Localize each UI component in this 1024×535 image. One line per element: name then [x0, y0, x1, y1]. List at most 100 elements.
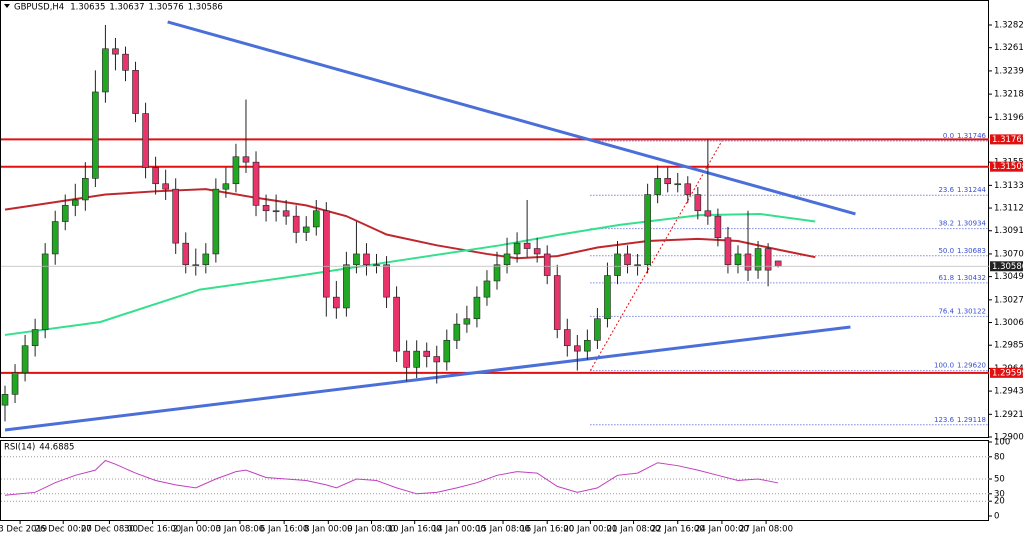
rsi-line — [4, 459, 779, 496]
candle-body — [122, 53, 129, 71]
y-tick-label: 1.30915 — [994, 226, 1024, 236]
price-pane — [0, 0, 989, 438]
candle-body — [533, 248, 541, 255]
fib-ratio: 61.8 — [938, 274, 954, 282]
candle-body — [292, 215, 300, 233]
candle-body — [744, 253, 752, 271]
candle-body — [774, 260, 782, 267]
rsi-tick-label: 20 — [994, 497, 1005, 507]
y-tick-label: 1.32180 — [994, 90, 1024, 100]
trendline — [167, 20, 856, 216]
candle-body — [252, 161, 260, 206]
candle-body — [51, 221, 59, 255]
candle-body — [373, 264, 380, 267]
candle-body — [674, 183, 682, 186]
level-label: 1.31508 — [992, 162, 1024, 172]
y-tick-label: 1.31965 — [994, 113, 1024, 123]
current-price-label: 1.30586 — [992, 262, 1024, 272]
candle-body — [724, 237, 732, 266]
candle-body — [282, 210, 290, 217]
level-label-box — [990, 367, 1023, 378]
header-text: 1.30586 — [188, 3, 223, 13]
fib-connector — [589, 140, 723, 371]
fib-ratio: 123.6 — [934, 416, 955, 424]
candle-body — [323, 210, 330, 298]
candle-body — [624, 253, 631, 266]
fib-ratio: 38.2 — [938, 220, 954, 228]
candle-body — [543, 253, 551, 276]
candle-body — [142, 113, 149, 168]
candle-body — [714, 215, 722, 239]
header-text: 1.30637 — [109, 3, 144, 13]
candle-body — [172, 188, 179, 244]
fib-ratio: 100.0 — [934, 362, 954, 370]
y-tick-label: 1.32610 — [994, 43, 1024, 53]
candle-body — [31, 329, 39, 347]
x-tick-label: 21 Jan 08:00 — [607, 525, 661, 535]
x-tick-label: 30 Dec 16:00 — [124, 525, 181, 535]
candle-body — [393, 296, 400, 352]
y-tick-label: 1.32820 — [994, 21, 1024, 31]
candle-body — [232, 156, 240, 185]
candle-body — [754, 248, 762, 271]
rsi-tick-label: 100 — [994, 438, 1010, 448]
candle-body — [614, 253, 621, 276]
candle-body — [403, 350, 410, 368]
candle-body — [483, 280, 491, 298]
y-tick-label: 1.29005 — [994, 433, 1024, 443]
level-label: 1.31761 — [992, 135, 1024, 145]
candle-body — [654, 178, 661, 195]
header-text: 1.30635 — [70, 3, 105, 13]
candle-body — [212, 188, 220, 255]
x-tick-label: 14 Jan 00:00 — [432, 525, 486, 535]
candle-body — [353, 253, 360, 266]
x-tick-label: 16 Jan 16:00 — [520, 525, 574, 535]
header-text: 1.30576 — [149, 3, 184, 13]
candle-body — [182, 242, 190, 266]
candle-body — [262, 205, 270, 212]
x-tick-label: 3 Jan 08:00 — [216, 525, 264, 535]
candle-body — [553, 275, 561, 330]
x-tick-label: 26 Dec 00:00 — [35, 525, 92, 535]
candle-body — [443, 340, 451, 363]
candle-body — [734, 253, 742, 266]
fib-ratio: 23.6 — [938, 186, 954, 194]
fib-price: 1.30432 — [957, 274, 986, 282]
y-tick-label: 1.30700 — [994, 249, 1024, 259]
trendline — [4, 325, 851, 432]
header-icon — [4, 4, 10, 8]
fib-price: 1.29620 — [957, 362, 986, 370]
candle-body — [11, 372, 19, 395]
y-tick-label: 1.29215 — [994, 410, 1024, 420]
candle-body — [423, 350, 431, 357]
candle-body — [493, 264, 501, 282]
rsi-value: 44.6885 — [39, 443, 74, 453]
y-tick-label: 1.32395 — [994, 66, 1024, 76]
candle-body — [302, 226, 310, 233]
fib-price: 1.30934 — [957, 220, 986, 228]
candle-body — [704, 210, 712, 217]
candle-body — [272, 210, 280, 213]
rsi-tick-label: 80 — [994, 452, 1005, 462]
rsi-pane — [0, 440, 989, 521]
candle-body — [1, 394, 9, 406]
x-tick-label: 22 Jan 16:00 — [651, 525, 705, 535]
candle-body — [162, 183, 169, 190]
candle-body — [61, 205, 69, 222]
candle-body — [82, 178, 89, 201]
fib-ratio: 50.0 — [938, 247, 954, 255]
candle-body — [363, 253, 370, 266]
fib-price: 1.29118 — [957, 416, 986, 424]
candle-body — [594, 318, 601, 341]
x-tick-label: 8 Jan 00:00 — [304, 525, 352, 535]
candle-body — [152, 167, 159, 185]
candle-body — [71, 199, 79, 206]
rsi-tick-label: 0 — [994, 512, 999, 522]
fib-price: 1.30122 — [957, 307, 986, 315]
y-tick-label: 1.31335 — [994, 181, 1024, 191]
x-tick-label: 20 Jan 00:00 — [563, 525, 617, 535]
candle-body — [634, 264, 641, 267]
x-tick-label: 27 Dec 08:00 — [81, 525, 138, 535]
fib-price: 1.31244 — [957, 186, 986, 194]
